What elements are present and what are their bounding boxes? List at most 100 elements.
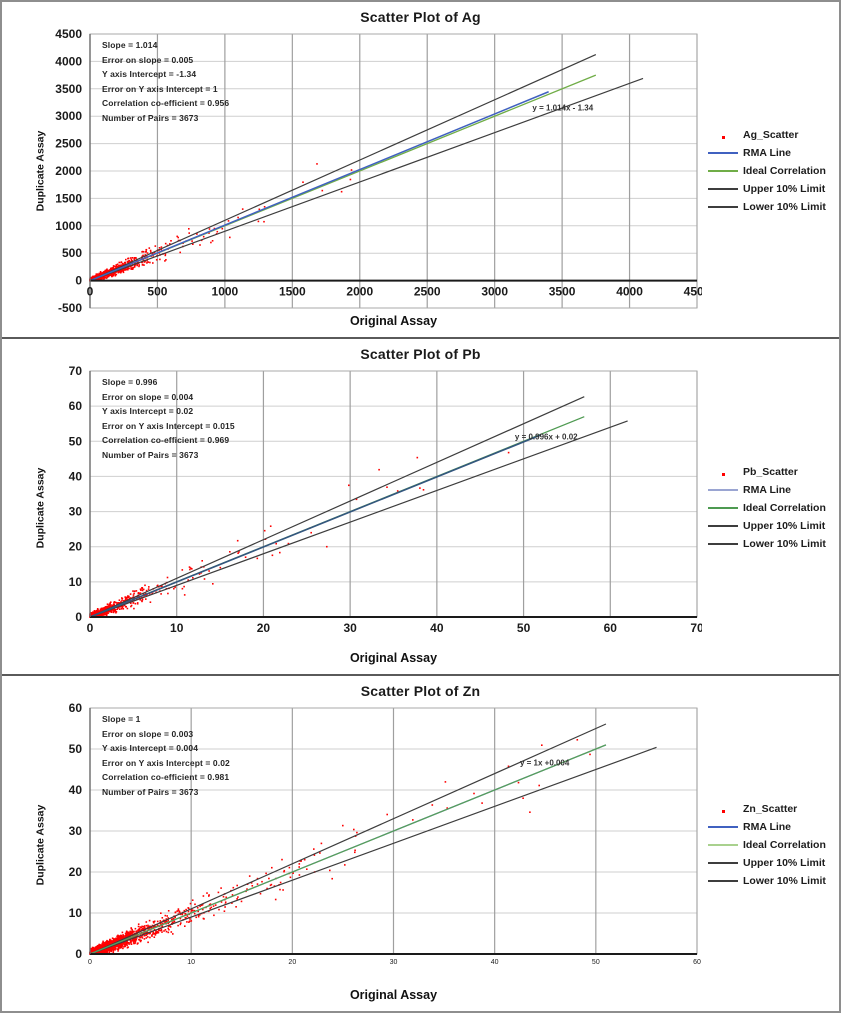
upper-10pct-limit [89, 54, 597, 282]
legend-item-upper-10-limit: Upper 10% Limit [708, 855, 825, 870]
stats-box: Slope = 1 Error on slope = 0.003 Y axis … [102, 712, 230, 800]
stat-correlation: Correlation co-efficient = 0.981 [102, 772, 230, 783]
svg-text:1000: 1000 [212, 285, 239, 299]
stats-box: Slope = 1.014 Error on slope = 0.005 Y a… [102, 38, 229, 126]
svg-text:20: 20 [288, 959, 296, 966]
svg-text:1500: 1500 [279, 285, 306, 299]
svg-text:1000: 1000 [55, 219, 82, 233]
legend-label: Pb_Scatter [743, 465, 798, 478]
line-swatch-icon [708, 542, 738, 545]
plot-zone: 0 10 20 30 40 50 60 70 0 10 20 30 40 50 60 70 y = 0.996x… [2, 365, 702, 650]
y-axis-label: Duplicate Assay [34, 467, 47, 548]
chart-title: Scatter Plot of Pb [360, 346, 481, 362]
svg-text:3000: 3000 [481, 285, 508, 299]
legend-label: Upper 10% Limit [743, 856, 826, 869]
legend-label: Lower 10% Limit [743, 874, 826, 887]
legend-item-lower-10-limit: Lower 10% Limit [708, 199, 826, 214]
plot-area: -500 0 500 1000 1500 2000 2500 3000 3500 4000 4500… [55, 28, 702, 313]
legend-label: Upper 10% Limit [743, 182, 826, 195]
lower-10pct-limit [89, 746, 657, 955]
x-tick-labels: 0 500 1000 1500 2000 2500 3000 3500 4000 4500 [87, 285, 702, 299]
stat-slope: Slope = 1 [102, 714, 141, 724]
line-swatch-icon [708, 524, 738, 527]
svg-text:1500: 1500 [55, 191, 82, 205]
legend: Zn_Scatter RMA Line Ideal Correlation Upper… [702, 702, 839, 987]
legend-item-ideal-correlation: Ideal Correlation [708, 500, 826, 515]
legend-label: Lower 10% Limit [743, 200, 826, 213]
svg-text:20: 20 [257, 621, 271, 635]
vertical-gridlines [176, 371, 698, 617]
line-swatch-icon [708, 506, 738, 509]
equation-annotation: y = 1.014x - 1.34 [532, 104, 593, 113]
plot-area: 0 10 20 30 40 50 60 0 10 20 30 40 50 60 y = 1x +0.004 [69, 702, 701, 966]
y-axis-label: Duplicate Assay [34, 804, 47, 885]
svg-text:3500: 3500 [549, 285, 576, 299]
svg-text:10: 10 [187, 959, 195, 966]
stat-pairs: Number of Pairs = 3673 [102, 112, 199, 123]
stat-error-slope: Error on slope = 0.005 [102, 54, 194, 65]
stat-pairs: Number of Pairs = 3673 [102, 786, 199, 797]
y-axis-label: Duplicate Assay [34, 130, 47, 211]
stat-correlation: Correlation co-efficient = 0.969 [102, 435, 230, 446]
svg-text:50: 50 [517, 621, 531, 635]
legend: Ag_Scatter RMA Line Ideal Correlation Upper… [702, 28, 839, 313]
stat-error-intercept: Error on Y axis Intercept = 0.02 [102, 757, 230, 768]
svg-text:50: 50 [592, 959, 600, 966]
legend-item-lower-10-limit: Lower 10% Limit [708, 536, 826, 551]
svg-text:-500: -500 [58, 301, 82, 313]
stat-intercept: Y axis Intercept = -1.34 [102, 69, 197, 80]
stat-intercept: Y axis Intercept = 0.02 [102, 406, 194, 417]
svg-text:4000: 4000 [616, 285, 643, 299]
scatter-marker-icon [708, 126, 738, 144]
svg-text:3500: 3500 [55, 82, 82, 96]
line-swatch-icon [708, 825, 738, 828]
x-axis-label: Original Assay [349, 314, 438, 328]
legend-label: Ag_Scatter [743, 128, 799, 141]
y-tick-labels: 0 10 20 30 40 50 60 [69, 702, 83, 961]
svg-text:70: 70 [69, 365, 83, 378]
svg-text:4000: 4000 [55, 54, 82, 68]
svg-text:2000: 2000 [346, 285, 373, 299]
legend-label: Zn_Scatter [743, 802, 798, 815]
legend-item-ideal-correlation: Ideal Correlation [708, 837, 826, 852]
legend-label: Upper 10% Limit [743, 519, 826, 532]
line-swatch-icon [708, 187, 738, 190]
chart-panel-pb: Scatter Plot of Pb 0 10 20 30 40 50 60 70 0 10 20 3… [2, 337, 839, 674]
svg-text:10: 10 [69, 906, 83, 920]
svg-text:40: 40 [69, 469, 83, 483]
y-tick-labels: -500 0 500 1000 1500 2000 2500 3000 3500 4000 4500 [55, 28, 82, 313]
svg-text:0: 0 [75, 947, 82, 961]
rma-line [89, 91, 549, 282]
svg-text:40: 40 [491, 959, 499, 966]
legend-label: Ideal Correlation [743, 164, 826, 177]
chart-panel-ag: Scatter Plot of Ag -500 0 500 1000 1500 2000 2… [2, 2, 839, 337]
stat-error-intercept: Error on Y axis Intercept = 1 [102, 83, 218, 94]
svg-text:50: 50 [69, 742, 83, 756]
svg-text:0: 0 [87, 285, 94, 299]
plot-zone: 0 10 20 30 40 50 60 0 10 20 30 40 50 60 y = 1x +0.004 … [2, 702, 702, 987]
legend: Pb_Scatter RMA Line Ideal Correlation Upper… [702, 365, 839, 650]
legend-item-rma-line: RMA Line [708, 482, 791, 497]
svg-text:10: 10 [69, 575, 83, 589]
stat-intercept: Y axis Intercept = 0.004 [102, 743, 199, 754]
svg-text:60: 60 [69, 702, 83, 715]
chart-title: Scatter Plot of Zn [360, 683, 481, 699]
upper-10pct-limit [89, 723, 607, 955]
x-tick-labels: 0 10 20 30 40 50 60 [88, 959, 701, 966]
line-swatch-icon [708, 488, 738, 491]
legend-label: Ideal Correlation [743, 838, 826, 851]
svg-text:20: 20 [69, 540, 83, 554]
vertical-gridlines [156, 34, 698, 308]
stat-error-slope: Error on slope = 0.004 [102, 391, 194, 402]
stat-error-slope: Error on slope = 0.003 [102, 728, 194, 739]
legend-label: RMA Line [743, 146, 792, 159]
line-swatch-icon [708, 151, 738, 154]
legend-label: Lower 10% Limit [743, 537, 826, 550]
equation-annotation: y = 1x +0.004 [520, 758, 570, 767]
svg-text:500: 500 [147, 285, 167, 299]
plot-zone: -500 0 500 1000 1500 2000 2500 3000 3500 4000 4500… [2, 28, 702, 313]
legend-item-zn-scatter: Zn_Scatter [708, 801, 797, 816]
line-swatch-icon [708, 861, 738, 864]
line-swatch-icon [708, 169, 738, 172]
